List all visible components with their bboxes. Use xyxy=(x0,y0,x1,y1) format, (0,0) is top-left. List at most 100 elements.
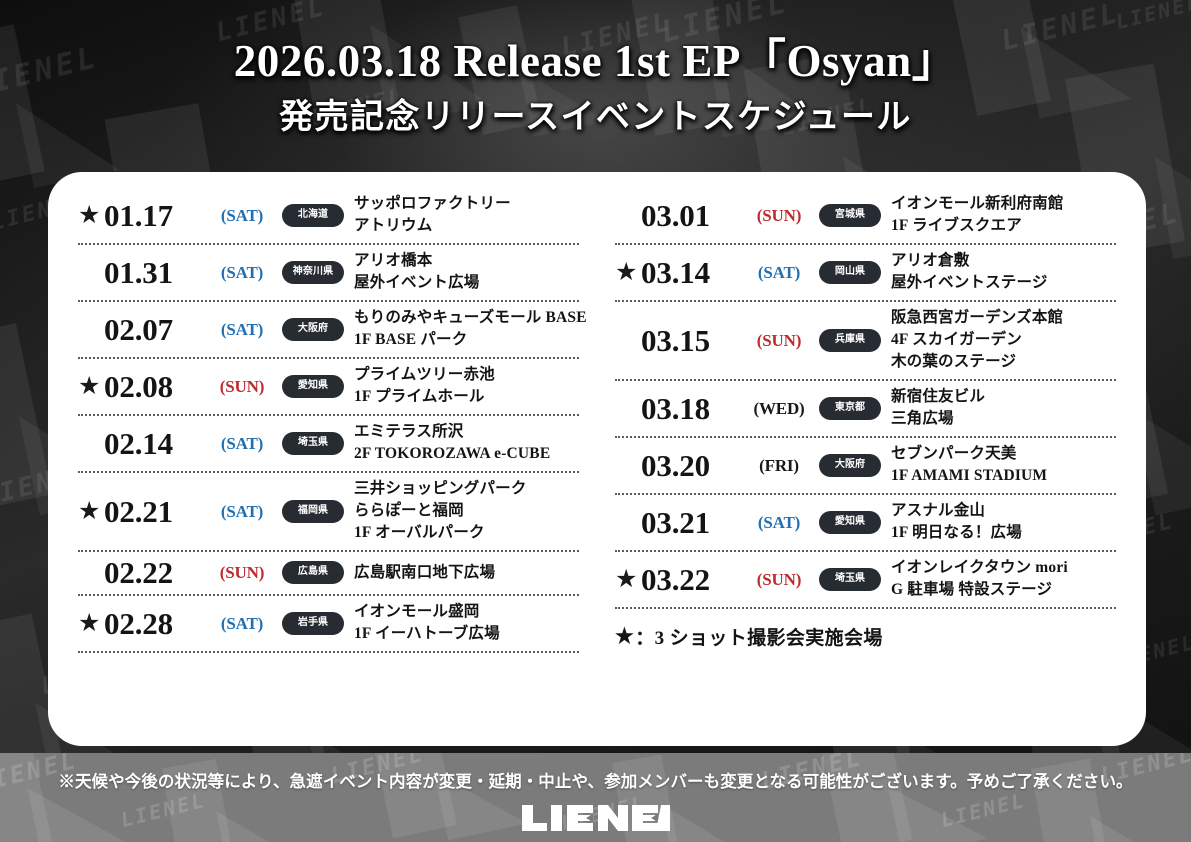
event-date: 02.22 xyxy=(104,555,173,590)
poster-header: 2026.03.18 Release 1st EP「Osyan」 発売記念リリー… xyxy=(0,36,1191,137)
venue-line: セブンパーク天美 xyxy=(891,445,1017,462)
venue-line: 4F スカイガーデン xyxy=(891,331,1022,348)
venue-line: サッポロファクトリー xyxy=(354,195,511,212)
venue-line: 1F プライムホール xyxy=(354,388,485,405)
schedule-row: ★ 03.22 (SUN) 埼玉県 イオンレイクタウン mori G 駐車場 特設ステージ xyxy=(615,552,1116,609)
event-date: 03.22 xyxy=(641,561,710,597)
schedule-card: ★ 01.17 (SAT) 北海道 サッポロファクトリー アトリウム 01.31 (SAT) 神… xyxy=(48,172,1146,746)
prefecture-badge: 愛知県 xyxy=(819,510,881,534)
schedule-row: 03.21 (SAT) 愛知県 アスナル金山 1F 明日なる！広場 xyxy=(615,495,1116,552)
schedule-row: ★ 02.08 (SUN) 愛知県 プライムツリー赤池 1F プライムホール xyxy=(78,359,579,416)
event-day-of-week: (SAT) xyxy=(757,512,801,532)
event-date: 02.21 xyxy=(104,493,173,529)
venue-name: アリオ橋本屋外イベント広場 xyxy=(354,250,579,294)
venue-name: サッポロファクトリー アトリウム xyxy=(354,193,579,237)
legend-star-icon: ★ xyxy=(615,624,635,648)
disclaimer-note: ※天候や今後の状況等により、急遮イベント内容が変更・延期・中止や、参加メンバーも… xyxy=(58,772,1133,791)
venue-line: 木の葉のステージ xyxy=(891,353,1017,370)
event-date: 03.18 xyxy=(641,390,710,426)
event-date: 03.01 xyxy=(641,197,710,233)
prefecture-badge: 岡山県 xyxy=(819,260,881,284)
schedule-row: 03.20 (FRI) 大阪府 セブンパーク天美 1F AMAMI STADIUM xyxy=(615,438,1116,495)
event-date: 03.20 xyxy=(641,447,710,483)
prefecture-badge: 東京都 xyxy=(819,396,881,420)
event-day-of-week: (SAT) xyxy=(220,262,264,282)
event-date: 01.17 xyxy=(104,197,173,233)
column-spacer xyxy=(78,653,579,736)
schedule-row: ★ 03.14 (SAT) 岡山県 アリオ倉敷 屋外イベントステージ xyxy=(615,245,1116,302)
venue-line: アスナル金山 xyxy=(891,502,986,519)
venue-name: アスナル金山 1F 明日なる！広場 xyxy=(891,500,1116,544)
legend: ★ ：3 ショット撮影会実施会場 xyxy=(615,609,1116,650)
venue-line: イオンモール新利府南館 xyxy=(891,195,1064,212)
event-day-of-week: (SUN) xyxy=(756,330,802,350)
venue-line: 新宿住友ビル xyxy=(891,388,986,405)
prefecture-badge: 宮城県 xyxy=(819,203,881,227)
event-date: 03.21 xyxy=(641,504,710,540)
venue-line: 2F TOKOROZAWA e-CUBE xyxy=(354,445,551,462)
venue-name: イオンモール盛岡 1F イーハトーブ広場 xyxy=(354,601,579,645)
schedule-row: 02.22 (SUN) 広島県 広島駅南口地下広場 xyxy=(78,552,579,596)
event-date: 03.15 xyxy=(641,322,710,358)
star-icon: ★ xyxy=(78,609,101,637)
star-icon: ★ xyxy=(78,201,101,229)
event-day-of-week: (SAT) xyxy=(220,319,264,339)
schedule-column-right: 03.01 (SUN) 宮城県 イオンモール新利府南館 1F ライブスクエア ★ 03.14… xyxy=(597,188,1124,736)
event-day-of-week: (WED) xyxy=(753,398,805,418)
venue-line: 1F AMAMI STADIUM xyxy=(891,467,1048,484)
venue-name: 広島駅南口地下広場 xyxy=(354,562,579,584)
prefecture-badge: 愛知県 xyxy=(282,374,344,398)
venue-name: もりのみやキューズモール BASE 1F BASE パーク xyxy=(354,307,587,351)
venue-line: 1F ライブスクエア xyxy=(891,217,1022,234)
prefecture-badge: 岩手県 xyxy=(282,611,344,635)
event-date: 02.08 xyxy=(104,368,173,404)
venue-line: G 駐車場 特設ステージ xyxy=(891,581,1053,598)
star-icon: ★ xyxy=(615,565,638,593)
event-day-of-week: (SUN) xyxy=(756,205,802,225)
event-date: 01.31 xyxy=(104,254,173,290)
event-day-of-week: (SAT) xyxy=(220,205,264,225)
event-date: 02.14 xyxy=(104,425,173,461)
star-icon: ★ xyxy=(78,372,101,400)
venue-line: 三井ショッピングパーク xyxy=(354,480,527,497)
column-spacer xyxy=(615,650,1116,736)
event-day-of-week: (SAT) xyxy=(220,433,264,453)
venue-line: アトリウム xyxy=(354,217,433,234)
venue-line: 1F イーハトーブ広場 xyxy=(354,625,500,642)
venue-name: プライムツリー赤池 1F プライムホール xyxy=(354,364,579,408)
schedule-row: 01.31 (SAT) 神奈川県 アリオ橋本屋外イベント広場 xyxy=(78,245,579,302)
schedule-row: ★ 01.17 (SAT) 北海道 サッポロファクトリー アトリウム xyxy=(78,188,579,245)
prefecture-badge: 大阪府 xyxy=(819,453,881,477)
venue-line: プライムツリー赤池 xyxy=(354,366,495,383)
event-day-of-week: (SUN) xyxy=(219,376,265,396)
page-subtitle: 発売記念リリースイベントスケジュール xyxy=(279,99,912,137)
venue-line: 1F オーバルパーク xyxy=(354,524,485,541)
brand-watermark: LIENEL xyxy=(1113,0,1191,35)
prefecture-badge: 神奈川県 xyxy=(282,260,344,284)
brand-logo xyxy=(0,805,1191,836)
venue-line: エミテラス所沢 xyxy=(354,423,464,440)
venue-name: アリオ倉敷 屋外イベントステージ xyxy=(891,250,1116,294)
event-date: 02.07 xyxy=(104,311,173,347)
lienel-logo-icon xyxy=(521,805,670,831)
venue-name: イオンレイクタウン mori G 駐車場 特設ステージ xyxy=(891,557,1116,601)
page-title: 2026.03.18 Release 1st EP「Osyan」 xyxy=(233,36,958,86)
venue-name: 三井ショッピングパーク ららぽーと福岡 1F オーバルパーク xyxy=(354,478,579,544)
venue-name: イオンモール新利府南館 1F ライブスクエア xyxy=(891,193,1116,237)
schedule-row: 03.01 (SUN) 宮城県 イオンモール新利府南館 1F ライブスクエア xyxy=(615,188,1116,245)
venue-line: ららぽーと福岡 xyxy=(354,502,464,519)
prefecture-badge: 北海道 xyxy=(282,203,344,227)
venue-line: 屋外イベント広場 xyxy=(354,274,480,291)
prefecture-badge: 福岡県 xyxy=(282,499,344,523)
venue-line: アリオ倉敷 xyxy=(891,252,970,269)
venue-name: 新宿住友ビル 三角広場 xyxy=(891,386,1116,430)
venue-name: エミテラス所沢 2F TOKOROZAWA e-CUBE xyxy=(354,421,579,465)
event-day-of-week: (SUN) xyxy=(756,569,802,589)
venue-line: アリオ橋本 xyxy=(354,252,433,269)
venue-name: セブンパーク天美 1F AMAMI STADIUM xyxy=(891,443,1116,487)
legend-text: ：3 ショット撮影会実施会場 xyxy=(635,628,883,649)
venue-line: イオンレイクタウン mori xyxy=(891,559,1068,576)
venue-line: もりのみやキューズモール BASE xyxy=(354,309,587,326)
venue-line: 広島駅南口地下広場 xyxy=(354,563,496,581)
